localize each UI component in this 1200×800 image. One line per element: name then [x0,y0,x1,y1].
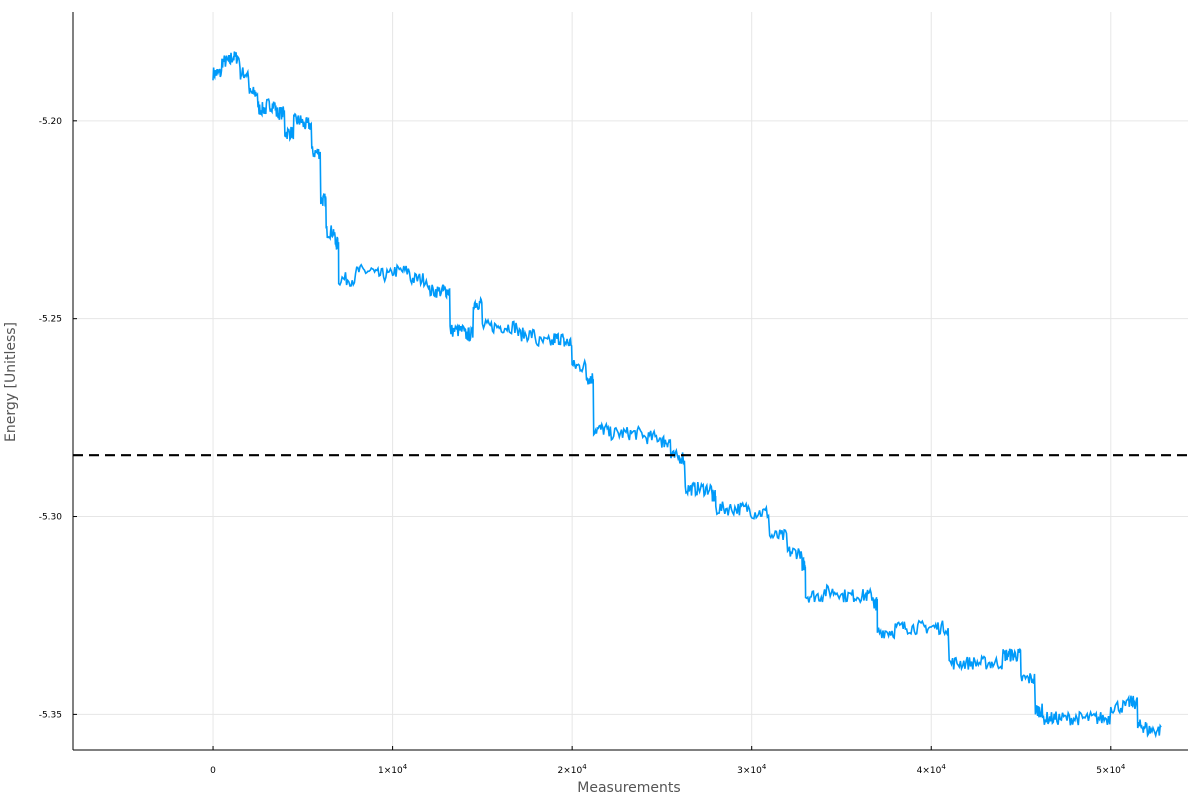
axes [72,12,1188,751]
y-tick-label: -5.35 [39,710,62,720]
x-tick-label: 0 [210,766,216,776]
y-tick-label: -5.30 [39,513,63,523]
x-tick-label: 5×104 [1096,763,1126,776]
grid-lines [73,12,1188,750]
y-tick-labels: -5.20 -5.25 -5.30 -5.35 [39,117,77,720]
energy-series-line [212,51,1162,739]
x-tick-label: 4×104 [917,763,947,776]
x-tick-label: 1×104 [378,763,408,776]
series-layer [212,51,1162,739]
y-tick-label: -5.25 [39,315,62,325]
x-axis-label: Measurements [577,780,680,796]
y-axis-label: Energy [Unitless] [3,322,19,442]
y-tick-label: -5.20 [39,117,63,127]
x-tick-label: 3×104 [737,763,767,776]
x-tick-label: 2×104 [558,763,588,776]
x-tick-labels: 0 1×104 2×104 3×104 4×104 5×104 [210,746,1126,776]
